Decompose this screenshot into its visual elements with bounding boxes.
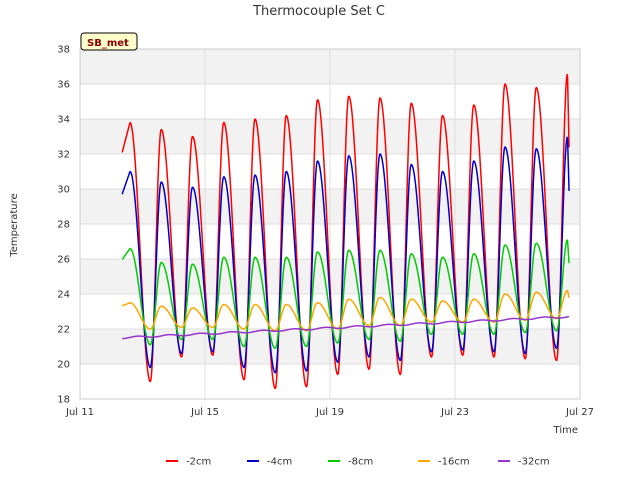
y-tick-label: 32 [57, 150, 70, 161]
legend-label: -4cm [267, 457, 292, 468]
y-tick-label: 34 [57, 115, 70, 126]
y-tick-label: 18 [57, 395, 70, 406]
legend-label: -32cm [518, 457, 550, 468]
x-tick-label: Jul 15 [190, 407, 219, 418]
x-tick-label: Jul 11 [65, 407, 94, 418]
y-tick-label: 24 [57, 290, 70, 301]
series-line-4cm [121, 136, 570, 374]
x-tick-label: Jul 23 [440, 407, 469, 418]
x-tick-label: Jul 19 [315, 407, 344, 418]
series-lines [121, 73, 570, 390]
y-tick-label: 22 [57, 325, 70, 336]
legend-label: -16cm [438, 457, 470, 468]
series-line-16cm [121, 289, 570, 332]
site-label: SB_met [87, 38, 129, 49]
axes [79, 48, 581, 400]
chart-title: Thermocouple Set C [252, 4, 385, 19]
y-tick-label: 28 [57, 220, 70, 231]
legend-label: -8cm [348, 457, 373, 468]
site-label-box: SB_met [80, 32, 138, 51]
y-tick-label: 26 [57, 255, 70, 266]
y-tick-label: 30 [57, 185, 70, 196]
series-line-8cm [121, 239, 570, 349]
y-tick-label: 36 [57, 80, 70, 91]
legend-label: -2cm [186, 457, 211, 468]
series-line-2cm [121, 73, 570, 390]
y-tick-label: 38 [57, 45, 70, 56]
y-tick-label: 20 [57, 360, 70, 371]
x-axis-title: Time [553, 425, 578, 436]
plot-frame [79, 48, 581, 400]
legend: -2cm -4cm -8cm -16cm -32cm [166, 457, 550, 468]
y-tick-labels: 18 20 22 24 26 28 30 32 34 36 38 [57, 45, 70, 406]
series-line-32cm [121, 315, 570, 340]
x-tick-labels: Jul 11 Jul 15 Jul 19 Jul 23 Jul 27 [65, 407, 594, 418]
y-axis-title: Temperature [9, 193, 20, 257]
x-tick-label: Jul 27 [565, 407, 594, 418]
